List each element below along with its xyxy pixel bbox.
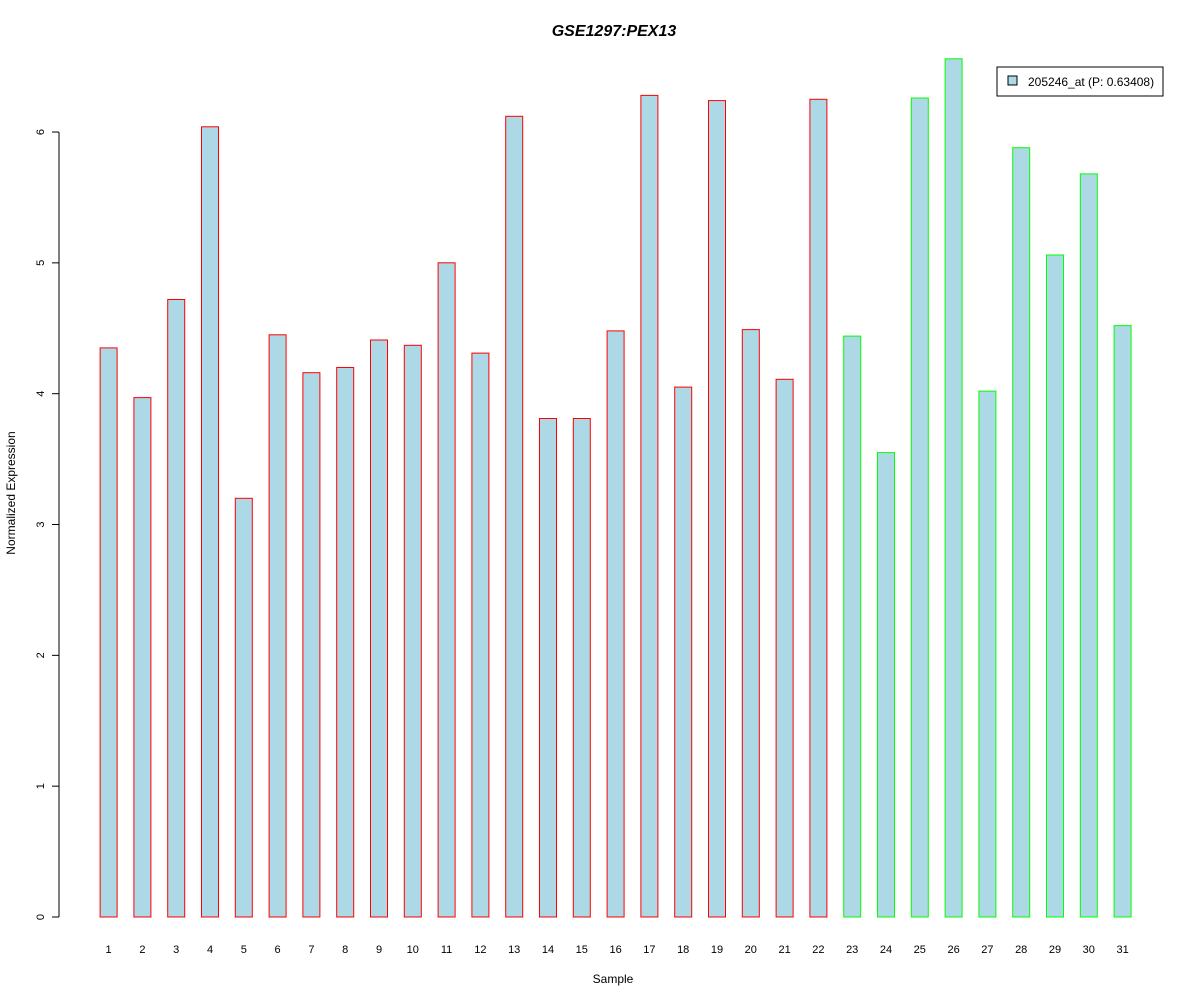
x-axis-tick-labels: 1 2 3 4 5 6 7 8 9 10 11 12 13 14 15 16 17 18 19 20 21 22 23 24 2… <box>106 944 1129 956</box>
y-tick-label: 6 <box>35 129 47 135</box>
x-axis-label: Sample <box>593 972 634 986</box>
bar-sample-17 <box>640 94 659 918</box>
x-tick-label: 18 <box>677 944 689 956</box>
bar-sample-10 <box>403 344 422 918</box>
bar-sample-4 <box>201 126 219 918</box>
y-tick-label: 1 <box>35 783 47 789</box>
y-tick-label: 4 <box>35 391 47 397</box>
x-tick-label: 21 <box>778 944 790 956</box>
bars-group <box>99 58 1132 918</box>
x-tick-label: 9 <box>376 944 382 956</box>
legend-swatch <box>1007 75 1018 86</box>
x-tick-label: 3 <box>173 944 179 956</box>
bar-sample-30 <box>1079 173 1098 918</box>
legend-box <box>996 66 1164 97</box>
bar-sample-16 <box>606 330 625 918</box>
bar-sample-23 <box>843 335 862 918</box>
bar-sample-11 <box>437 262 456 918</box>
bar-sample-24 <box>877 452 895 918</box>
bar-sample-6 <box>268 334 287 918</box>
bar-sample-27 <box>978 390 997 918</box>
x-tick-label: 28 <box>1015 944 1027 956</box>
bar-sample-3 <box>167 299 186 918</box>
bar-sample-8 <box>336 367 355 918</box>
y-axis-ticks: 0 1 2 3 4 5 6 <box>35 129 59 920</box>
x-tick-label: 2 <box>139 944 145 956</box>
bar-sample-20 <box>741 329 760 918</box>
bar-sample-5 <box>234 497 253 918</box>
x-tick-label: 11 <box>441 944 452 956</box>
x-tick-label: 31 <box>1116 944 1128 956</box>
x-tick-label: 6 <box>275 944 281 956</box>
x-tick-label: 8 <box>342 944 348 956</box>
x-tick-label: 27 <box>981 944 993 956</box>
bar-sample-13 <box>505 115 524 918</box>
y-tick-label: 3 <box>35 521 47 527</box>
bar-sample-18 <box>674 386 693 918</box>
x-tick-label: 24 <box>880 944 892 956</box>
x-tick-label: 4 <box>207 944 213 956</box>
bar-sample-21 <box>775 378 794 918</box>
bar-sample-31 <box>1113 325 1132 918</box>
bar-sample-2 <box>133 397 152 918</box>
x-tick-label: 20 <box>745 944 757 956</box>
x-tick-label: 12 <box>474 944 486 956</box>
x-tick-label: 19 <box>711 944 723 956</box>
x-tick-label: 16 <box>609 944 621 956</box>
x-tick-label: 5 <box>241 944 247 956</box>
x-tick-label: 26 <box>947 944 959 956</box>
x-tick-label: 30 <box>1083 944 1095 956</box>
y-tick-label: 2 <box>35 652 47 658</box>
bar-sample-25 <box>910 97 929 918</box>
bar-sample-19 <box>708 100 726 918</box>
bar-sample-14 <box>539 418 557 918</box>
y-axis-label: Normalized Expression <box>4 431 18 554</box>
x-tick-label: 29 <box>1049 944 1061 956</box>
x-tick-label: 1 <box>106 944 112 956</box>
bar-sample-9 <box>370 339 388 918</box>
y-tick-label: 5 <box>35 260 47 266</box>
x-tick-label: 25 <box>914 944 926 956</box>
bar-sample-15 <box>572 418 591 918</box>
x-tick-label: 15 <box>576 944 588 956</box>
x-tick-label: 7 <box>308 944 314 956</box>
legend: 205246_at (P: 0.63408) <box>996 66 1164 97</box>
x-tick-label: 17 <box>643 944 655 956</box>
x-tick-label: 14 <box>542 944 554 956</box>
bar-sample-7 <box>302 372 321 918</box>
x-tick-label: 22 <box>812 944 824 956</box>
y-tick-label: 0 <box>35 914 47 920</box>
x-tick-label: 10 <box>407 944 419 956</box>
bar-sample-12 <box>471 352 490 918</box>
bar-sample-22 <box>809 98 828 918</box>
bar-sample-26 <box>944 58 963 918</box>
legend-series-label: 205246_at (P: 0.63408) <box>1028 75 1154 89</box>
chart-title: GSE1297:PEX13 <box>552 23 677 40</box>
x-tick-label: 23 <box>846 944 858 956</box>
bar-sample-28 <box>1012 147 1031 918</box>
bar-sample-1 <box>99 347 118 918</box>
x-tick-label: 13 <box>508 944 520 956</box>
bar-sample-29 <box>1046 254 1064 918</box>
